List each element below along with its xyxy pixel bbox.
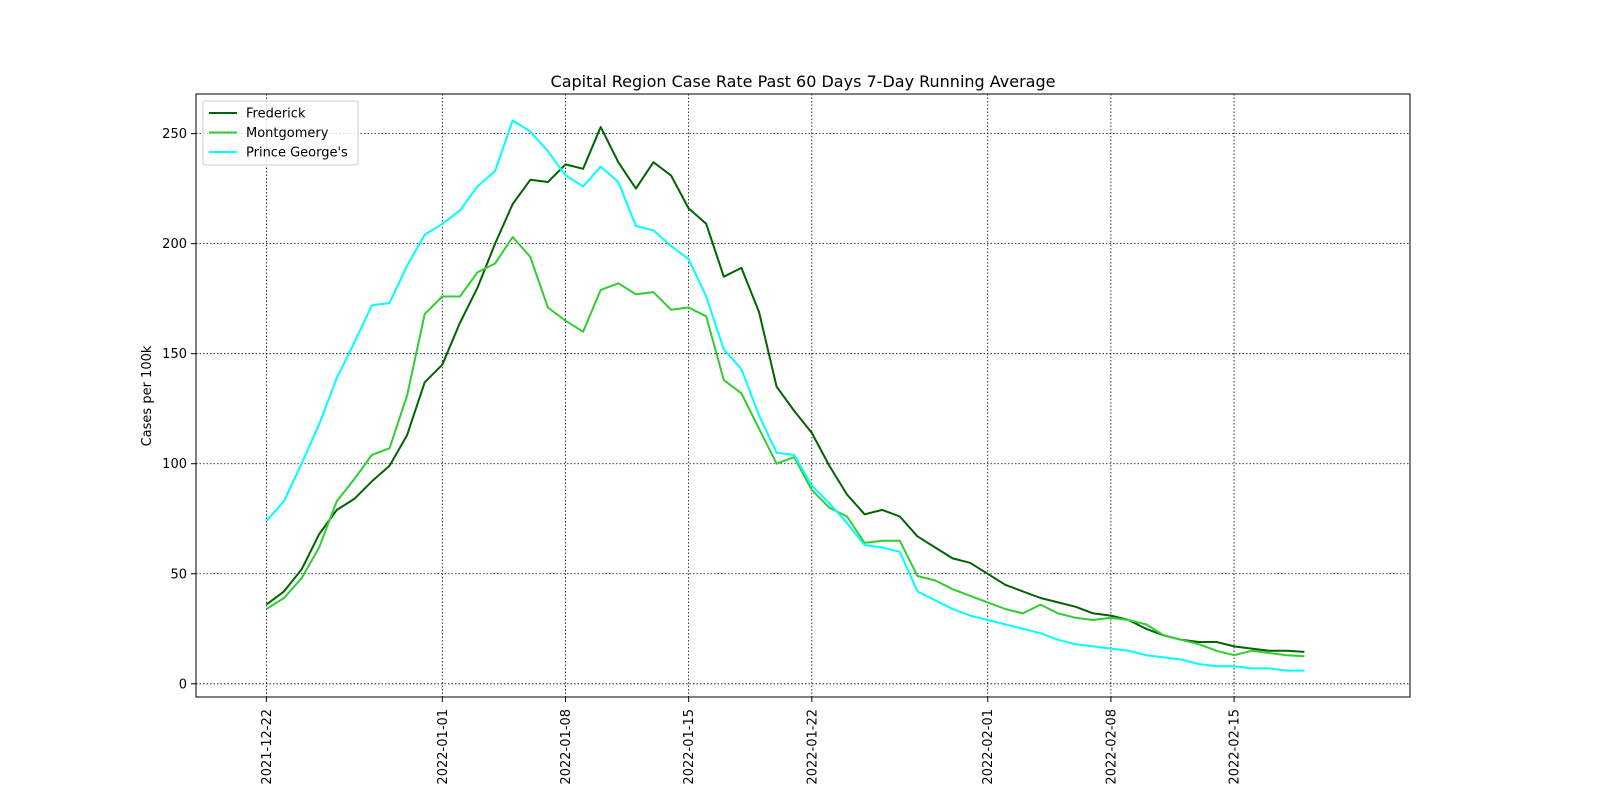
y-tick-label: 250 <box>162 127 187 142</box>
y-tick-label: 100 <box>162 457 187 472</box>
series-line-montgomery <box>265 236 1305 658</box>
x-tick-label: 2022-01-01 <box>436 709 451 785</box>
y-tick-label: 0 <box>179 677 187 692</box>
x-tick-label: 2022-01-22 <box>805 709 820 785</box>
x-tick-label: 2022-02-01 <box>981 709 996 785</box>
plot-frame <box>195 93 1411 698</box>
x-tick-label: 2021-12-22 <box>260 709 275 785</box>
legend-label: Prince George's <box>246 146 348 161</box>
legend: Frederick Montgomery Prince George's <box>202 100 359 166</box>
y-tick-label: 200 <box>162 237 187 252</box>
legend-frame <box>202 100 359 166</box>
y-tick-label: 150 <box>162 347 187 362</box>
x-axis: 2021-12-22 2022-01-01 2022-01-08 2022-01-15… <box>260 697 1243 785</box>
x-tick-label: 2022-02-15 <box>1228 709 1243 785</box>
y-tick-label: 50 <box>170 567 187 582</box>
x-tick-label: 2022-01-15 <box>682 709 697 785</box>
x-tick-label: 2022-01-08 <box>559 709 574 785</box>
grid <box>196 94 1410 697</box>
legend-label: Montgomery <box>246 126 329 141</box>
series-line-frederick <box>265 126 1305 653</box>
x-tick-label: 2022-02-08 <box>1104 709 1119 785</box>
chart-title: Capital Region Case Rate Past 60 Days 7-… <box>551 72 1056 91</box>
series-group <box>265 119 1305 672</box>
y-axis-title: Cases per 100k <box>140 345 155 446</box>
legend-label: Frederick <box>246 107 306 122</box>
series-line-prince-george-s <box>265 119 1305 672</box>
y-axis: 0 50 100 150 200 250 <box>162 127 196 692</box>
